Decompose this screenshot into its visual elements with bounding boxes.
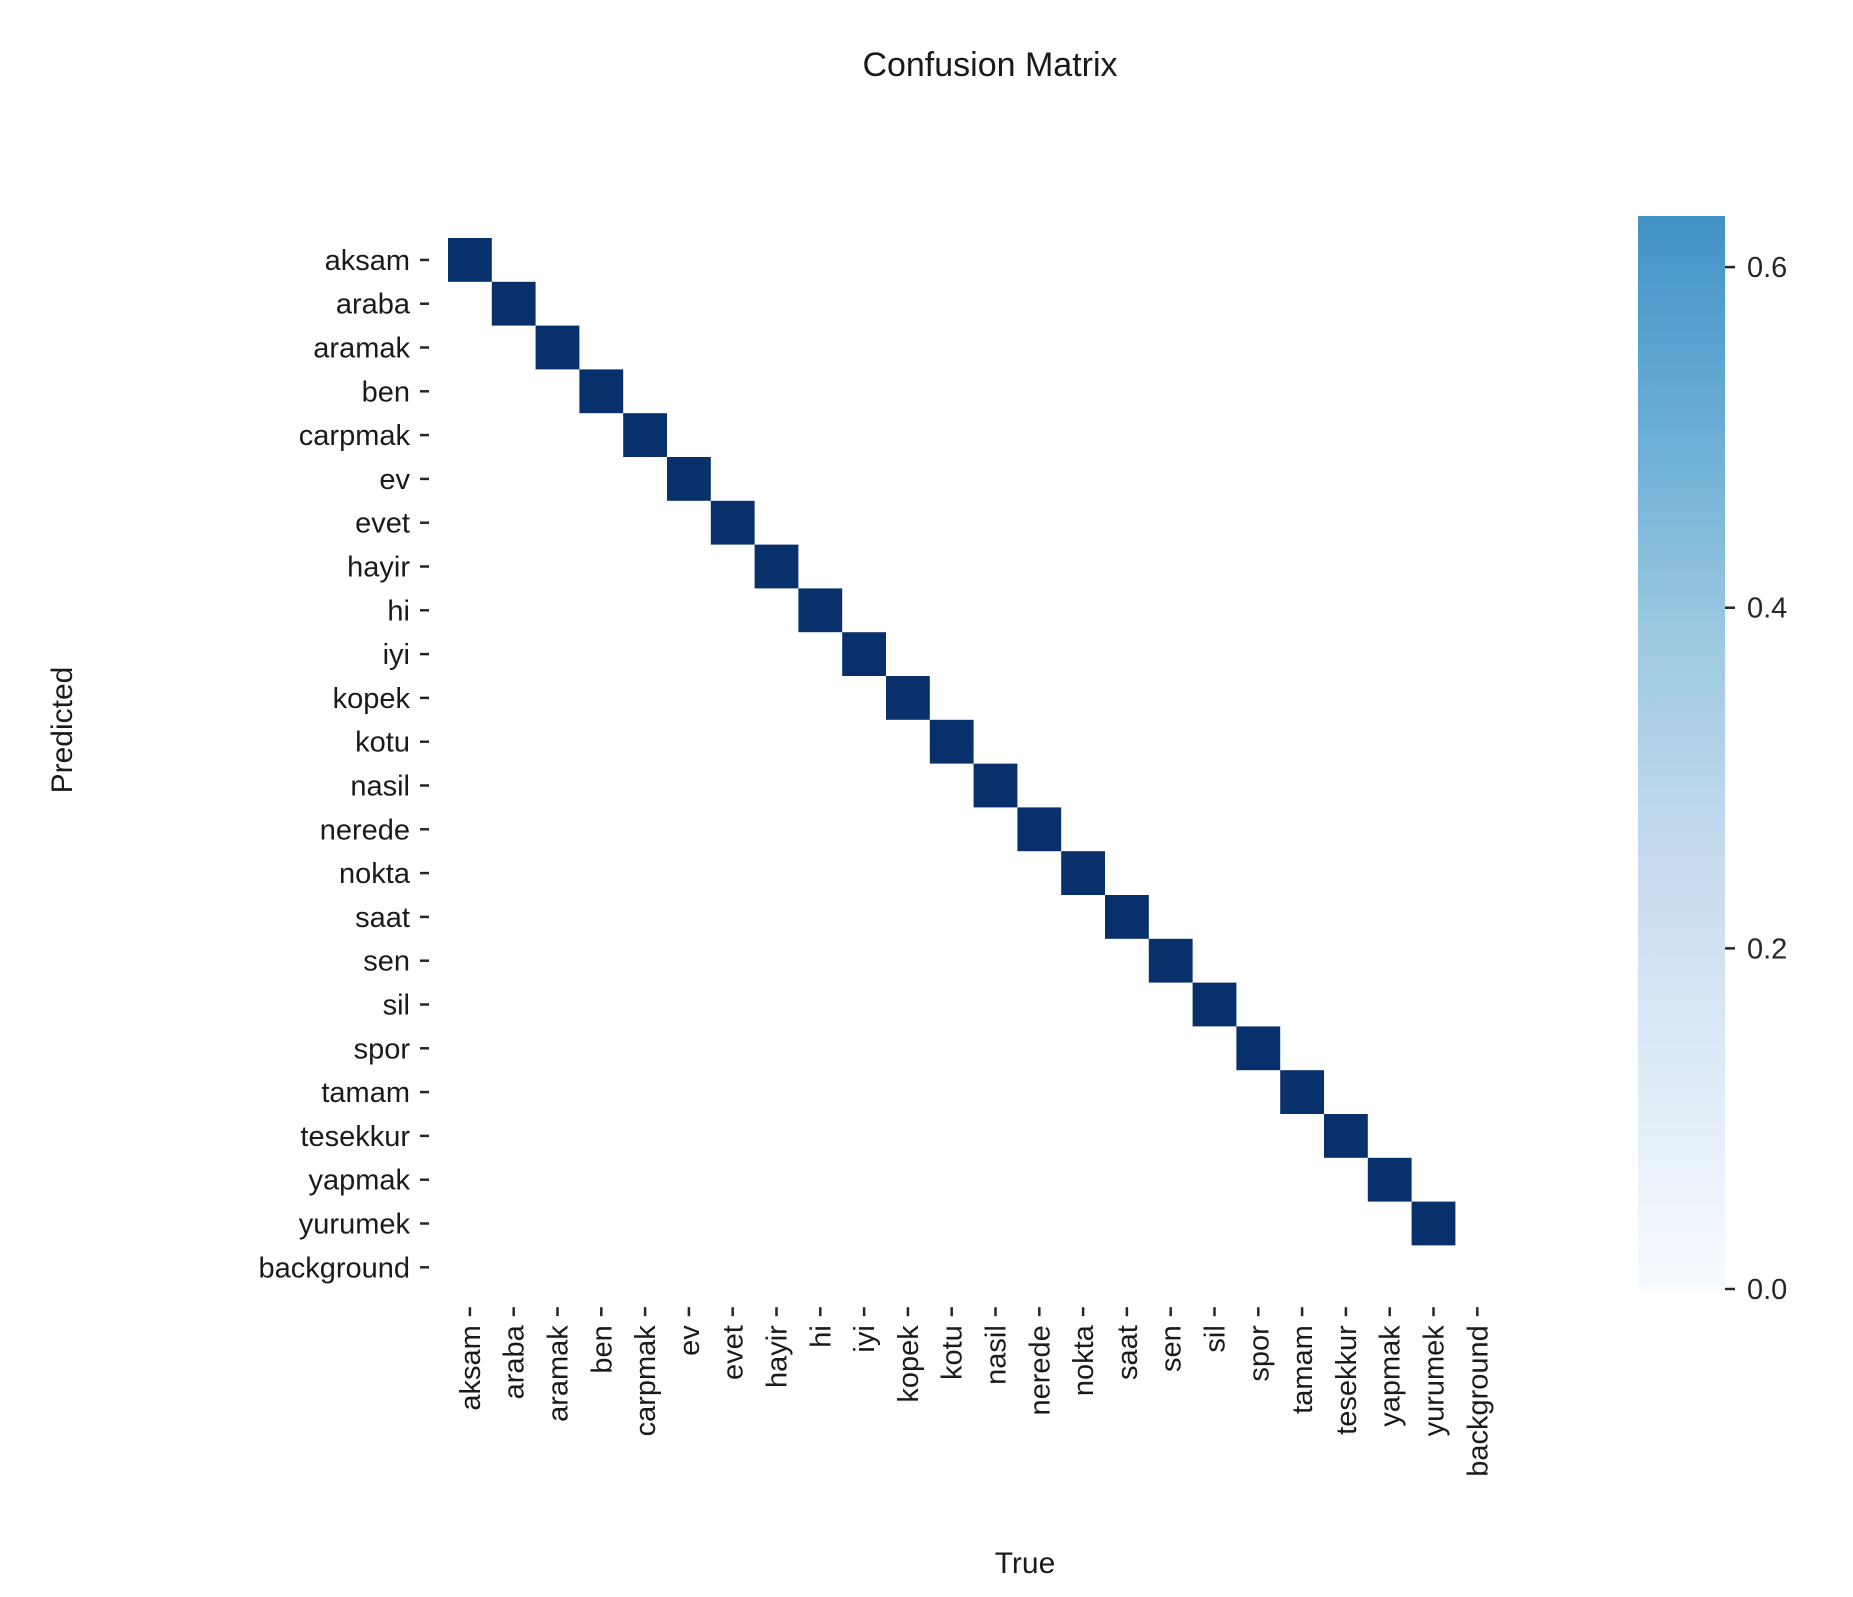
heatmap-cell-kopek-kopek	[886, 676, 930, 720]
heatmap-cell-evet-evet	[710, 500, 755, 545]
heatmap-cell-iyi-iyi	[842, 632, 886, 676]
heatmap-cell-aksam-aksam	[448, 238, 492, 282]
colorbar-gradient	[1638, 216, 1725, 1289]
y-tick-label-hi: hi	[387, 595, 410, 627]
x-tick-label-nasil: nasil	[981, 1325, 1013, 1385]
x-tick-label-tesekkur: tesekkur	[1331, 1325, 1363, 1435]
y-tick-label-ben: ben	[362, 376, 410, 408]
y-tick-label-tesekkur: tesekkur	[300, 1121, 410, 1153]
y-tick-label-yapmak: yapmak	[308, 1165, 410, 1197]
y-tick-label-aksam: aksam	[325, 245, 410, 277]
heatmap-cell-tesekkur-tesekkur	[1324, 1114, 1368, 1158]
y-tick-label-araba: araba	[336, 289, 411, 321]
heatmap-cell-hayir-hayir	[754, 544, 799, 589]
chart-title: Confusion Matrix	[862, 46, 1117, 84]
y-tick-label-carpmak: carpmak	[299, 420, 411, 452]
heatmap-cell-sil-sil	[1192, 982, 1237, 1027]
x-tick-label-evet: evet	[718, 1325, 750, 1380]
x-tick-label-nokta: nokta	[1068, 1324, 1100, 1396]
x-tick-label-kotu: kotu	[937, 1325, 969, 1380]
x-tick-label-hi: hi	[805, 1325, 837, 1348]
y-tick-label-ev: ev	[379, 464, 410, 496]
x-tick-label-yapmak: yapmak	[1375, 1325, 1407, 1427]
heatmap-cell-nokta-nokta	[1061, 851, 1105, 895]
heatmap-cell-kotu-kotu	[929, 719, 974, 764]
y-tick-label-aramak: aramak	[313, 333, 410, 365]
x-tick-label-hayir: hayir	[762, 1325, 794, 1388]
y-tick-label-nokta: nokta	[339, 858, 411, 890]
y-tick-label-sil: sil	[383, 990, 410, 1022]
x-tick-labels: aksam araba aramak ben carpmak ev evet hayir hi i…	[455, 1307, 1494, 1477]
x-tick-label-aramak: aramak	[543, 1325, 575, 1422]
y-tick-label-yurumek: yurumek	[299, 1209, 411, 1241]
colorbar-tick-label: 0.6	[1747, 252, 1787, 284]
heatmap-cell-ben-ben	[579, 369, 624, 414]
y-tick-label-kotu: kotu	[355, 727, 410, 759]
y-tick-labels: aksam araba aramak ben carpmak ev evet hayir hi i…	[258, 245, 429, 1284]
x-tick-label-kopek: kopek	[893, 1325, 925, 1403]
heatmap-cell-yurumek-yurumek	[1411, 1201, 1456, 1246]
y-tick-label-iyi: iyi	[383, 639, 410, 671]
heatmap-cell-sen-sen	[1148, 938, 1193, 983]
heatmap-cell-nasil-nasil	[973, 763, 1018, 808]
y-tick-label-background: background	[258, 1252, 410, 1284]
y-tick-label-saat: saat	[355, 902, 410, 934]
x-tick-label-yurumek: yurumek	[1419, 1325, 1451, 1437]
x-tick-label-aksam: aksam	[455, 1325, 487, 1410]
x-tick-label-spor: spor	[1243, 1325, 1275, 1382]
colorbar	[1638, 216, 1725, 1289]
colorbar-tick-label: 0.0	[1747, 1274, 1787, 1306]
colorbar-tick-label: 0.2	[1747, 933, 1787, 965]
heatmap-cell-carpmak-carpmak	[623, 413, 667, 457]
y-tick-label-spor: spor	[354, 1033, 411, 1065]
y-tick-label-tamam: tamam	[321, 1077, 410, 1109]
heatmap-cell-saat-saat	[1105, 895, 1149, 939]
y-tick-label-kopek: kopek	[333, 683, 411, 715]
x-axis-label: True	[995, 1547, 1056, 1580]
heatmap-cell-tamam-tamam	[1280, 1070, 1324, 1114]
heatmap-cell-yapmak-yapmak	[1367, 1157, 1412, 1202]
x-tick-label-ev: ev	[674, 1325, 706, 1356]
y-axis-label: Predicted	[46, 667, 79, 794]
x-tick-label-saat: saat	[1112, 1325, 1144, 1380]
x-tick-label-ben: ben	[586, 1325, 618, 1373]
y-tick-label-sen: sen	[363, 946, 410, 978]
colorbar-tick-label: 0.4	[1747, 593, 1787, 625]
x-tick-label-sil: sil	[1200, 1325, 1232, 1352]
y-tick-label-nasil: nasil	[350, 771, 410, 803]
x-tick-label-background: background	[1462, 1325, 1494, 1477]
y-tick-label-nerede: nerede	[320, 814, 410, 846]
heatmap-cell-aramak-aramak	[535, 325, 580, 370]
x-tick-label-nerede: nerede	[1024, 1325, 1056, 1415]
y-tick-label-hayir: hayir	[347, 552, 410, 584]
heatmap-cell-ev-ev	[667, 457, 711, 501]
x-tick-label-iyi: iyi	[849, 1325, 881, 1352]
heatmap-cell-araba-araba	[491, 281, 536, 326]
x-tick-label-sen: sen	[1156, 1325, 1188, 1372]
x-tick-label-tamam: tamam	[1287, 1325, 1319, 1414]
heatmap-cell-nerede-nerede	[1017, 807, 1062, 852]
x-tick-label-araba: araba	[499, 1324, 531, 1399]
x-tick-label-carpmak: carpmak	[630, 1325, 662, 1437]
colorbar-ticks: 0.0 0.2 0.4 0.6	[1725, 252, 1787, 1306]
heatmap-cell-spor-spor	[1236, 1026, 1281, 1071]
heatmap-cells	[448, 238, 1456, 1246]
y-tick-label-evet: evet	[355, 508, 410, 540]
heatmap-cell-hi-hi	[798, 588, 843, 633]
